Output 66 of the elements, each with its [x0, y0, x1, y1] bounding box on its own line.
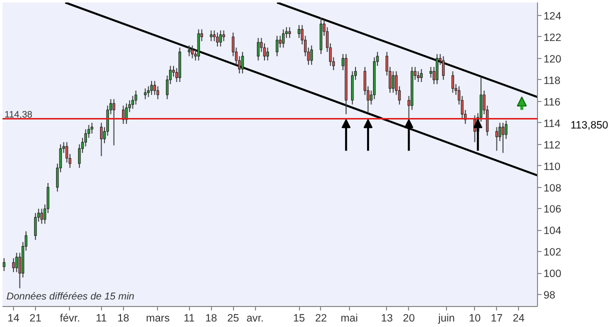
candlestick [495, 126, 498, 152]
x-tick-label: 11 [96, 312, 107, 324]
y-tick-label: 120 [544, 53, 562, 66]
candlestick [12, 258, 15, 273]
x-tick-label: 21 [30, 312, 42, 324]
x-tick-label: juin [437, 312, 455, 324]
y-tick-label: 98 [544, 290, 556, 302]
candlestick [40, 208, 44, 224]
x-tick-label: 25 [227, 312, 240, 324]
candlestick [278, 35, 282, 48]
y-tick-label: 124 [544, 10, 562, 22]
x-tick-label: 13 [380, 312, 393, 324]
x-tick-label: avr. [246, 312, 264, 324]
x-tick-label: 20 [402, 312, 415, 324]
candlestick [298, 24, 300, 38]
candlestick [34, 212, 37, 240]
candlestick [392, 70, 394, 94]
candlestick [112, 98, 116, 146]
candlestick [266, 47, 269, 62]
x-tick-label: 14 [8, 312, 20, 324]
x-tick-label: 11 [184, 312, 195, 324]
x-tick-label: mars [146, 312, 170, 324]
candlestick [150, 80, 153, 96]
y-tick-label: 122 [544, 32, 562, 44]
candlestick [15, 252, 18, 273]
x-tick-label: 17 [490, 312, 503, 324]
y-tick-label: 106 [544, 204, 562, 216]
y-tick-label: 114 [544, 118, 561, 130]
x-tick-label: 15 [293, 312, 306, 324]
candlestick [241, 51, 244, 74]
y-tick-label: 102 [544, 246, 562, 259]
candlestick [216, 32, 219, 48]
candlestick [502, 122, 504, 154]
candlestick [90, 122, 94, 134]
annotation: Données différées de 15 min [6, 292, 135, 302]
y-tick-label: 112 [544, 139, 561, 152]
candlestick [276, 35, 278, 57]
x-tick-label: févr. [60, 312, 80, 324]
x-tick-label: 22 [315, 312, 327, 324]
x-tick-label: mai [340, 312, 358, 324]
candlestick [100, 122, 103, 157]
candlestick [282, 28, 285, 48]
candlestick [436, 54, 438, 85]
y-tick-label: 116 [544, 96, 561, 108]
candlestick [288, 26, 291, 38]
y-tick-label: 110 [544, 160, 561, 173]
x-tick-label: 18 [117, 312, 130, 324]
candlestick [2, 258, 6, 272]
text: 113,850 [570, 119, 608, 132]
candlestick [153, 80, 156, 96]
x-tick-label: 18 [205, 312, 218, 324]
candlestick [125, 102, 128, 124]
candlestick [416, 70, 420, 82]
candlestick [310, 44, 313, 66]
x-tick-label: 10 [468, 312, 481, 324]
x-tick-label: 24 [512, 312, 525, 324]
candlestick [256, 37, 260, 62]
y-tick-label: 108 [544, 182, 562, 194]
candlestick [451, 70, 454, 94]
candlestick [420, 68, 423, 82]
y-tick-label: 104 [544, 225, 562, 238]
candlestick [134, 90, 138, 106]
y-tick-label: 118 [544, 74, 561, 87]
ref-line-label: 114,38 [4, 110, 32, 120]
candlestick [442, 56, 445, 80]
y-tick-label: 100 [544, 268, 562, 280]
